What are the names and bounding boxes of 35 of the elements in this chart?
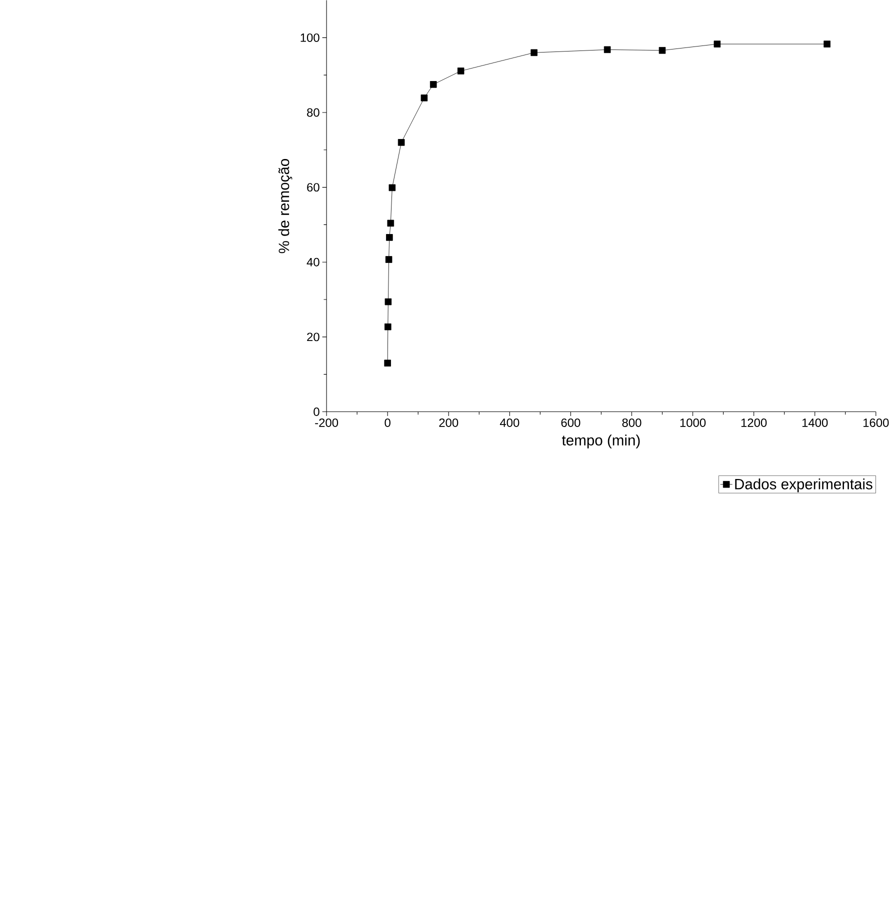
point xyxy=(384,360,392,367)
point xyxy=(385,298,392,306)
x-tick-label: 800 xyxy=(622,418,642,427)
x-tick-label: 200 xyxy=(439,418,458,427)
point xyxy=(458,68,464,74)
x-tick-label: 600 xyxy=(562,418,580,427)
point xyxy=(430,81,437,88)
legend-label: Dados experimentais xyxy=(735,478,873,492)
y-axis-title: % de remoção xyxy=(278,158,292,254)
point xyxy=(388,184,396,192)
point xyxy=(659,47,666,54)
x-tick-label: 1400 xyxy=(802,418,828,427)
point xyxy=(604,46,611,54)
x-tick-label: -200 xyxy=(315,418,338,427)
y-tick-label: 60 xyxy=(307,183,320,192)
point xyxy=(421,94,428,102)
y-tick-label: 80 xyxy=(307,108,320,117)
y-tick-label: 0 xyxy=(314,408,320,416)
y-tick-label: 40 xyxy=(307,258,320,266)
point xyxy=(386,234,394,241)
point xyxy=(387,220,394,227)
x-tick-label: 1600 xyxy=(864,418,889,427)
point xyxy=(398,139,405,146)
y-tick-label: 20 xyxy=(307,332,320,342)
point xyxy=(824,40,831,48)
x-tick-label: 1000 xyxy=(680,418,706,427)
x-tick-label: 0 xyxy=(384,418,391,427)
point xyxy=(530,49,538,56)
point xyxy=(384,323,392,330)
x-tick-label: 1200 xyxy=(742,418,767,427)
y-tick-label: 100 xyxy=(300,33,320,42)
point xyxy=(714,40,721,48)
x-tick-label: 400 xyxy=(500,418,520,427)
point xyxy=(386,256,392,263)
x-axis-title: tempo (min) xyxy=(562,434,640,448)
